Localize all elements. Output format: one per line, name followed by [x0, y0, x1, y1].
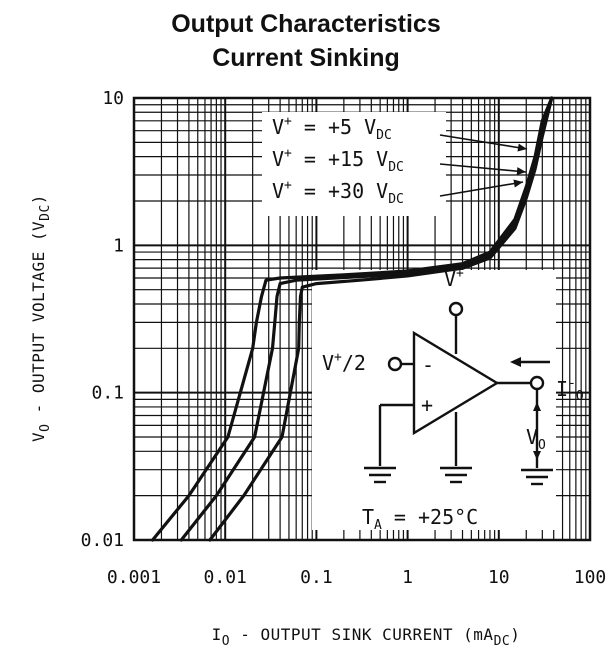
- x-tick-label: 100: [574, 567, 607, 588]
- y-axis-label: VO - OUTPUT VOLTAGE (VDC): [29, 194, 53, 442]
- inset-vplus-label: V+: [444, 266, 464, 291]
- label-masks: [262, 112, 556, 530]
- annotations: V+ = +5 VDC V+ = +15 VDC V+ = +30 VDC TA = …: [272, 114, 528, 533]
- y-tick-label: 0.01: [81, 530, 124, 551]
- annotation-vplus-30: V+ = +30 VDC: [272, 178, 404, 207]
- annotation-temp: TA = +25°C: [362, 505, 478, 533]
- x-tick-label: 0.1: [300, 567, 333, 588]
- inset-plus-label: +: [421, 393, 433, 417]
- circuit-inset: V+ V+/2 - + I-O VO: [322, 266, 584, 486]
- y-tick-label: 1: [113, 235, 124, 256]
- curves: [151, 96, 554, 542]
- leader-arrow-30: [439, 181, 524, 197]
- leader-arrow-15: [439, 163, 527, 173]
- leader-arrow-30-head: [513, 179, 523, 188]
- inset-minus-label: -: [422, 353, 434, 377]
- series-line-3: [208, 96, 554, 542]
- annotation-vplus-5: V+ = +5 VDC: [272, 114, 392, 143]
- leader-arrow-5: [439, 134, 528, 150]
- plot-border: [132, 96, 592, 542]
- vo-arrow-down: [533, 451, 541, 460]
- series-line-1: [151, 96, 554, 542]
- inset-vo-label: VO: [526, 425, 546, 453]
- inset-mask: [312, 270, 556, 530]
- io-arrow-head: [510, 357, 521, 367]
- x-tick-label: 1: [402, 567, 413, 588]
- x-tick-label: 0.01: [204, 567, 247, 588]
- y-tick-label: 0.1: [91, 383, 124, 404]
- inset-io-label: I-O: [556, 376, 584, 404]
- chart-title-line2: Current Sinking: [212, 44, 400, 72]
- x-tick-label: 10: [488, 567, 510, 588]
- inset-vhalf-label: V+/2: [322, 350, 366, 375]
- vo-arrow-up: [533, 402, 541, 411]
- y-tick-label: 10: [102, 88, 124, 109]
- opamp-triangle: [412, 330, 500, 436]
- annotation-vplus-15: V+ = +15 VDC: [272, 146, 404, 175]
- leader-arrow-5-head: [517, 143, 527, 152]
- chart-title-line1: Output Characteristics: [171, 10, 441, 38]
- x-axis-label: IO - OUTPUT SINK CURRENT (mADC): [212, 625, 521, 649]
- tick-labels: 0.001 0.01 0.1 1 10 100 10 1 0.1 0.01: [81, 88, 607, 588]
- series-line-2: [179, 96, 554, 542]
- leader-arrow-15-head: [516, 167, 526, 176]
- annotation-mask: [262, 112, 446, 216]
- x-tick-label: 0.001: [107, 567, 161, 588]
